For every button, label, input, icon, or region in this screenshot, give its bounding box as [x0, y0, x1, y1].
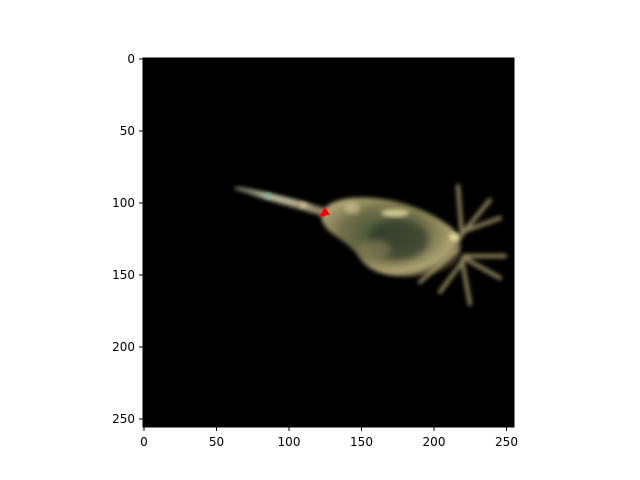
x-tick-label-250: 250 — [495, 435, 518, 449]
y-tick-label-0: 0 — [127, 52, 135, 66]
x-tick-label-200: 200 — [423, 435, 446, 449]
y-tick-label-100: 100 — [112, 196, 135, 210]
y-tick-label-200: 200 — [112, 340, 135, 354]
axes-frame — [142, 57, 515, 428]
x-axis: 0 50 100 150 200 250 — [140, 427, 518, 449]
x-tick-label-150: 150 — [350, 435, 373, 449]
x-tick-label-50: 50 — [209, 435, 224, 449]
y-tick-label-50: 50 — [120, 124, 135, 138]
y-tick-label-150: 150 — [112, 268, 135, 282]
specimen-image — [232, 184, 507, 306]
x-tick-label-0: 0 — [140, 435, 148, 449]
y-axis: 0 50 100 150 200 250 — [112, 52, 143, 426]
y-tick-label-250: 250 — [112, 412, 135, 426]
x-tick-label-100: 100 — [278, 435, 301, 449]
marker-triangle-2 — [319, 212, 326, 217]
